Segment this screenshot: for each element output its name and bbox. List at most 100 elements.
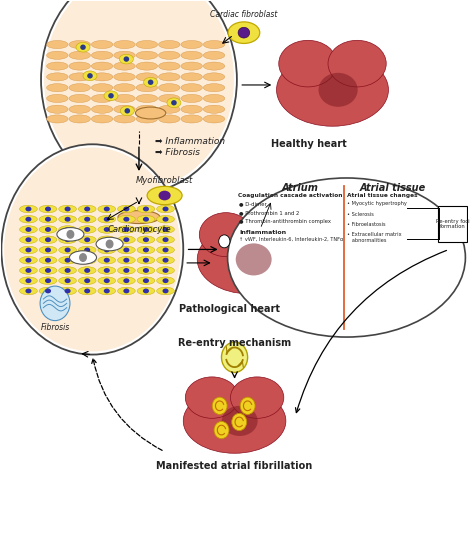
Ellipse shape [158,115,180,123]
Ellipse shape [69,51,91,60]
Ellipse shape [98,216,116,223]
Text: Re-entry foci
formation: Re-entry foci formation [436,218,469,229]
Ellipse shape [181,41,202,49]
Ellipse shape [328,40,386,87]
Circle shape [4,147,181,351]
Ellipse shape [46,41,68,49]
Text: • Fibroelastosis: • Fibroelastosis [347,222,386,227]
Ellipse shape [26,258,31,263]
Circle shape [41,0,237,193]
Ellipse shape [64,227,71,232]
Ellipse shape [118,205,135,213]
Ellipse shape [228,22,260,43]
Ellipse shape [98,225,116,233]
Ellipse shape [158,105,180,113]
Text: • Extracellular matrix
   abnormalities: • Extracellular matrix abnormalities [347,232,402,243]
Ellipse shape [203,62,225,70]
Ellipse shape [46,105,68,113]
Text: Re-entry mechanism: Re-entry mechanism [178,338,291,349]
Ellipse shape [64,288,71,293]
Ellipse shape [143,278,149,283]
Ellipse shape [39,236,57,243]
Circle shape [219,235,230,248]
Ellipse shape [123,217,129,222]
Ellipse shape [104,237,110,242]
Ellipse shape [136,105,158,113]
Ellipse shape [203,94,225,102]
Circle shape [40,286,70,321]
Ellipse shape [171,100,177,106]
Ellipse shape [19,246,37,254]
Ellipse shape [120,106,134,115]
Ellipse shape [118,216,135,223]
Ellipse shape [104,207,110,211]
Ellipse shape [59,205,76,213]
Ellipse shape [39,216,57,223]
Ellipse shape [46,94,68,102]
Ellipse shape [84,207,90,211]
Ellipse shape [163,288,169,293]
Ellipse shape [163,227,169,232]
Ellipse shape [84,288,90,293]
Ellipse shape [157,287,174,295]
Ellipse shape [143,248,149,253]
Ellipse shape [98,256,116,264]
Ellipse shape [157,225,174,233]
Ellipse shape [98,287,116,295]
Ellipse shape [84,227,90,232]
Ellipse shape [114,41,135,49]
Ellipse shape [230,377,284,418]
Ellipse shape [69,115,91,123]
Ellipse shape [137,277,155,285]
Ellipse shape [124,56,129,62]
Ellipse shape [279,40,337,87]
Ellipse shape [104,217,110,222]
Ellipse shape [163,217,169,222]
Text: Healthy heart: Healthy heart [271,139,347,149]
Ellipse shape [91,41,113,49]
Ellipse shape [91,62,113,70]
Ellipse shape [118,277,135,285]
Ellipse shape [78,267,96,274]
Ellipse shape [87,73,93,79]
Ellipse shape [245,212,298,257]
FancyArrowPatch shape [92,359,162,450]
Ellipse shape [39,205,57,213]
Ellipse shape [104,248,110,253]
Ellipse shape [181,73,202,81]
Ellipse shape [183,389,286,453]
Ellipse shape [157,277,174,285]
Text: ● D-dimer: ● D-dimer [239,201,267,206]
Ellipse shape [64,217,71,222]
Ellipse shape [157,236,174,243]
Ellipse shape [59,287,76,295]
Ellipse shape [118,225,135,233]
Ellipse shape [84,248,90,253]
Ellipse shape [57,228,84,241]
Circle shape [1,144,183,354]
Ellipse shape [158,83,180,92]
Ellipse shape [137,267,155,274]
Ellipse shape [91,115,113,123]
Ellipse shape [203,83,225,92]
Ellipse shape [39,225,57,233]
Ellipse shape [104,227,110,232]
Ellipse shape [80,44,86,50]
Ellipse shape [69,41,91,49]
Ellipse shape [181,62,202,70]
Circle shape [80,254,86,261]
Text: Pathological heart: Pathological heart [179,305,281,314]
Ellipse shape [118,287,135,295]
Ellipse shape [136,51,158,60]
Circle shape [44,0,234,189]
Ellipse shape [19,267,37,274]
Ellipse shape [136,107,166,119]
Text: Myofibroblast: Myofibroblast [136,176,193,185]
Ellipse shape [158,191,171,201]
Ellipse shape [104,268,110,273]
Ellipse shape [104,278,110,283]
Ellipse shape [59,246,76,254]
Text: ➡ Inflammation: ➡ Inflammation [155,137,226,146]
Text: Coagulation cascade activation: Coagulation cascade activation [238,193,342,198]
Ellipse shape [136,83,158,92]
